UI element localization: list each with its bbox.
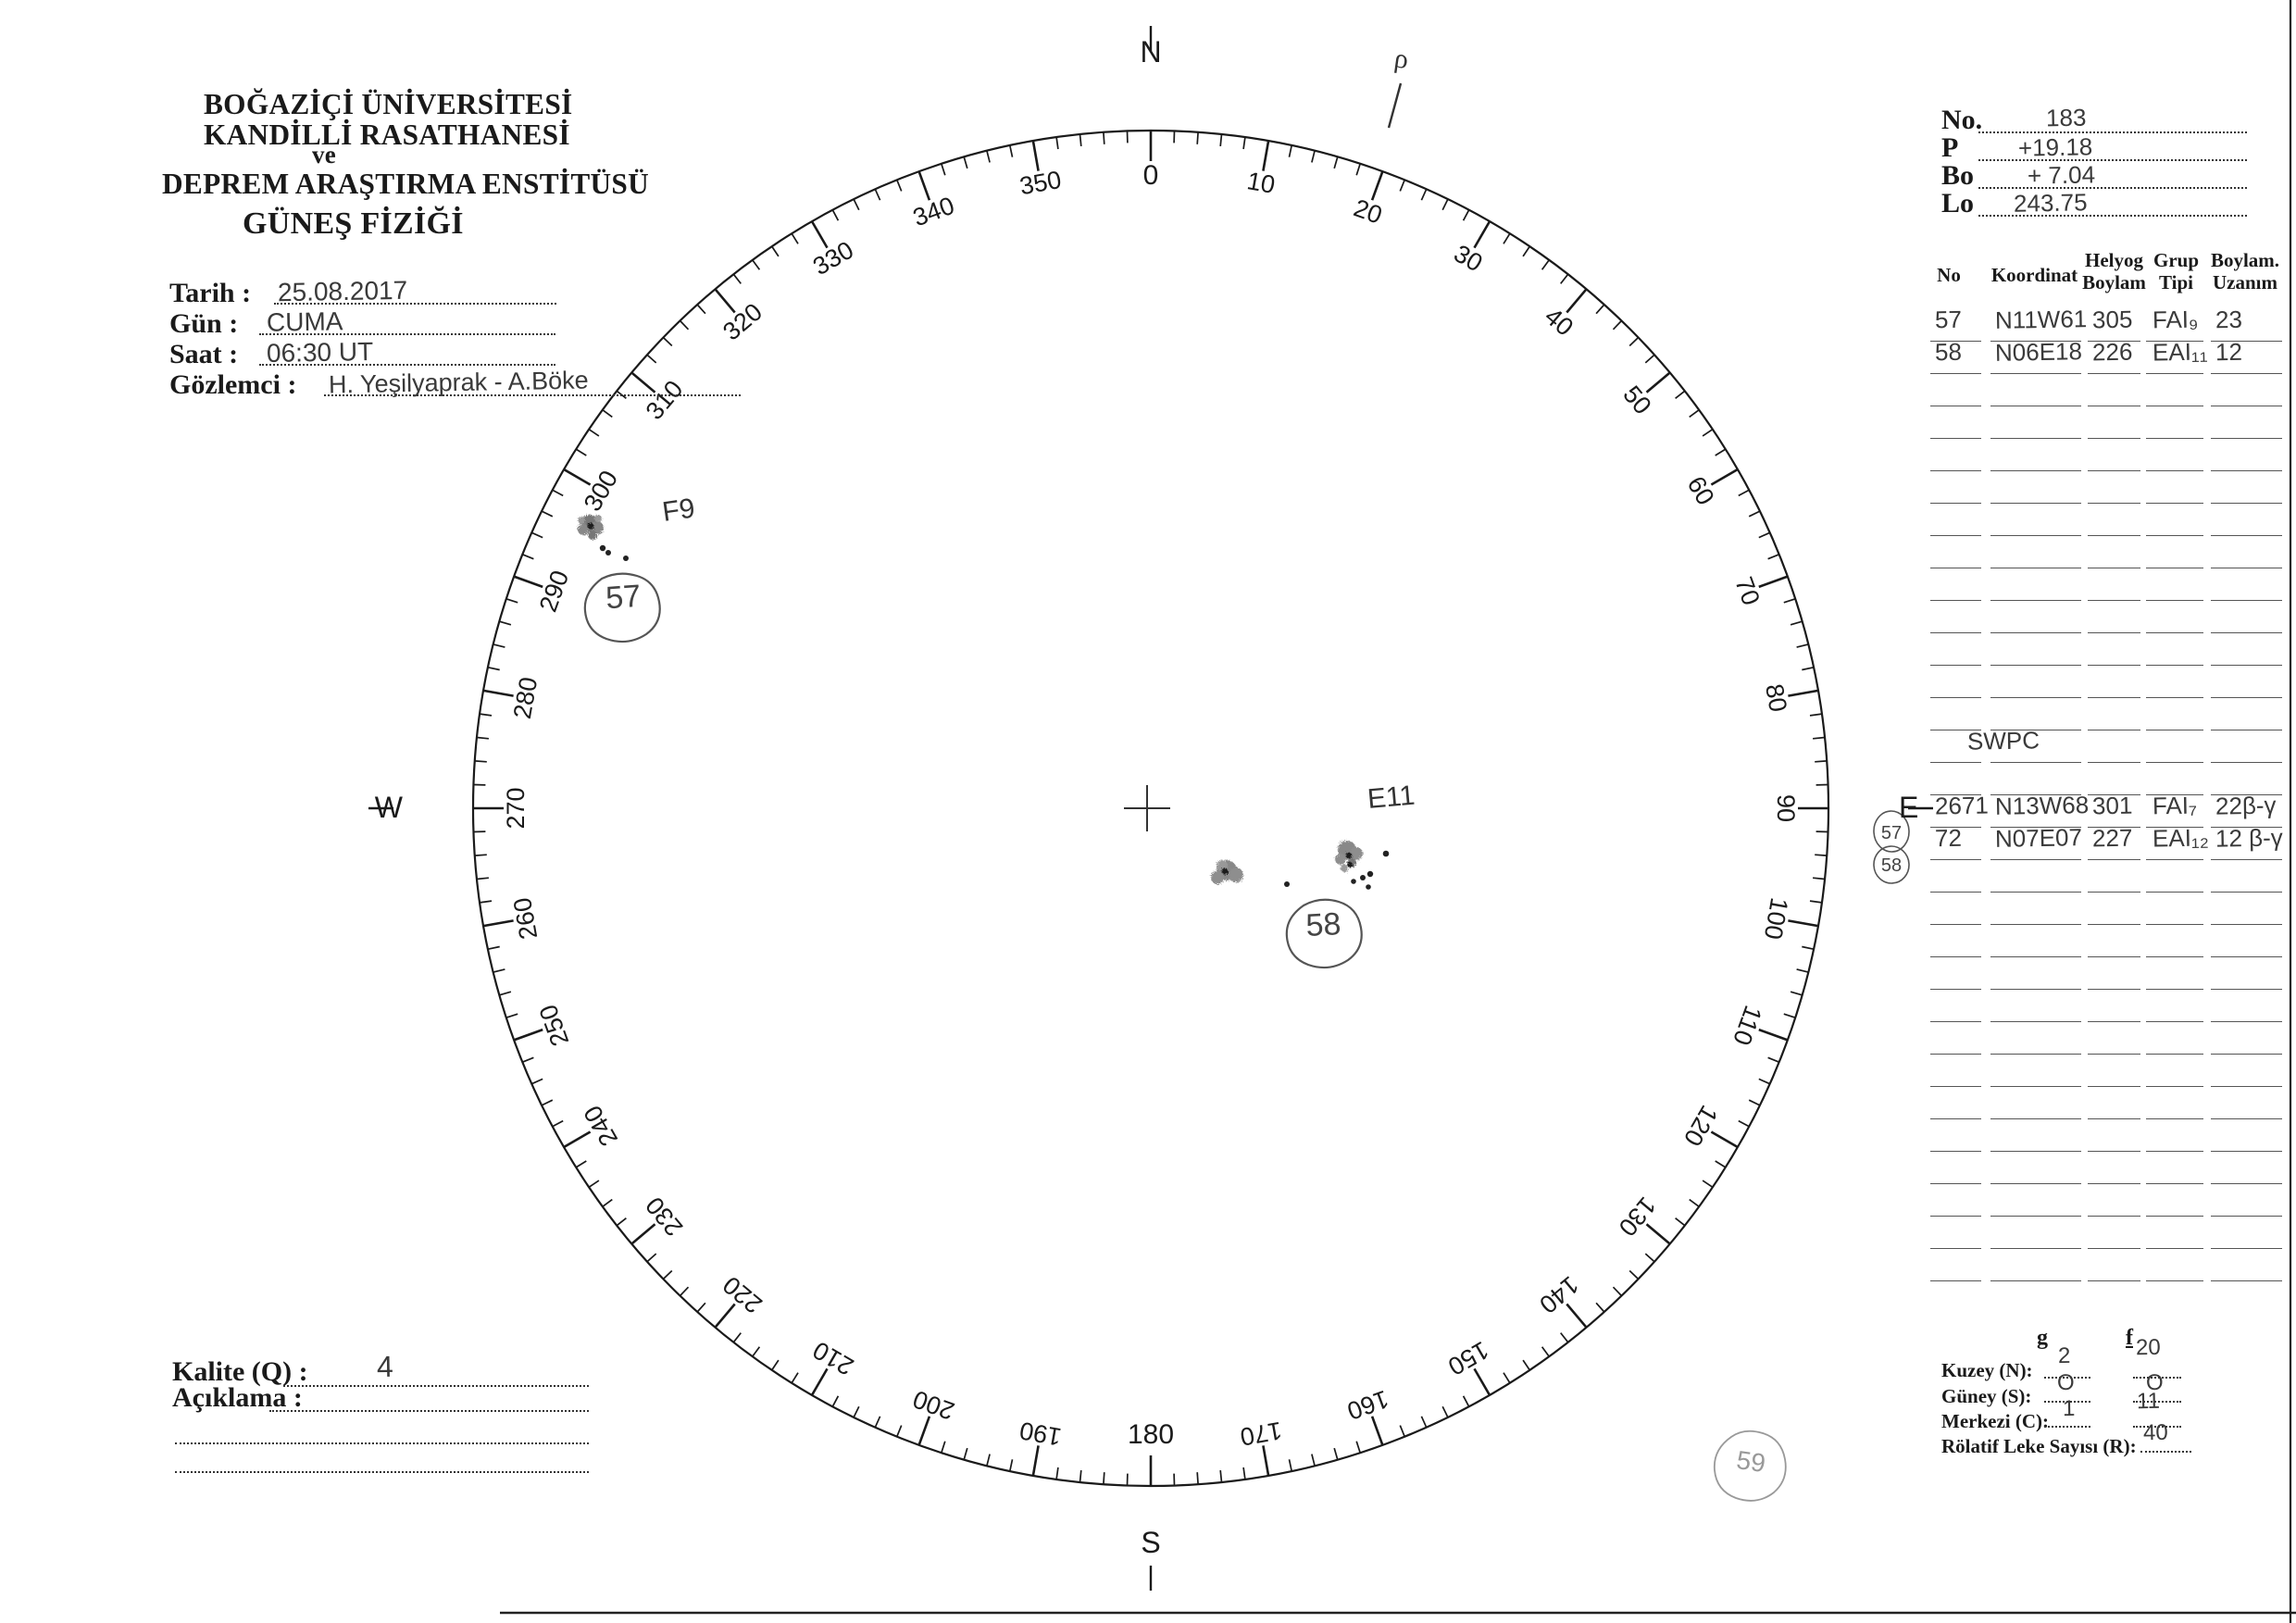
svg-text:210: 210 — [808, 1336, 858, 1381]
svg-text:100: 100 — [1759, 895, 1793, 942]
svg-text:30: 30 — [1449, 239, 1487, 277]
svg-text:130: 130 — [1613, 1192, 1661, 1242]
svg-text:120: 120 — [1678, 1101, 1724, 1151]
svg-text:170: 170 — [1238, 1417, 1284, 1451]
svg-text:58: 58 — [1881, 855, 1902, 876]
svg-text:290: 290 — [534, 567, 575, 616]
svg-text:0: 0 — [1143, 160, 1159, 191]
svg-text:330: 330 — [808, 236, 858, 281]
svg-text:110: 110 — [1728, 1002, 1767, 1049]
svg-text:80: 80 — [1760, 681, 1792, 714]
svg-text:57: 57 — [1881, 823, 1902, 843]
svg-text:E: E — [1899, 791, 1918, 824]
svg-text:160: 160 — [1343, 1385, 1392, 1426]
svg-text:60: 60 — [1682, 472, 1720, 510]
svg-text:300: 300 — [579, 466, 624, 516]
svg-text:10: 10 — [1245, 167, 1278, 199]
svg-text:260: 260 — [508, 895, 543, 942]
svg-text:350: 350 — [1017, 166, 1064, 200]
svg-text:40: 40 — [1540, 302, 1578, 341]
svg-text:58: 58 — [1305, 906, 1342, 943]
svg-text:20: 20 — [1350, 194, 1385, 229]
svg-text:250: 250 — [534, 1001, 575, 1050]
svg-text:270: 270 — [502, 787, 530, 829]
svg-text:57: 57 — [605, 579, 642, 617]
svg-text:310: 310 — [641, 375, 689, 425]
svg-text:240: 240 — [579, 1101, 624, 1151]
svg-text:70: 70 — [1729, 573, 1765, 608]
svg-text:140: 140 — [1534, 1270, 1584, 1318]
svg-text:230: 230 — [641, 1192, 689, 1242]
svg-text:S: S — [1141, 1526, 1160, 1559]
svg-text:220: 220 — [718, 1270, 767, 1318]
svg-text:190: 190 — [1017, 1417, 1064, 1451]
svg-text:340: 340 — [909, 192, 958, 232]
svg-text:280: 280 — [508, 675, 543, 721]
svg-text:F9: F9 — [660, 493, 696, 528]
svg-text:59: 59 — [1735, 1445, 1767, 1478]
svg-text:320: 320 — [718, 298, 767, 346]
svg-text:W: W — [375, 791, 404, 824]
svg-text:N: N — [1140, 35, 1161, 69]
svg-text:180: 180 — [1128, 1419, 1174, 1450]
svg-text:90: 90 — [1772, 794, 1800, 822]
svg-text:E11: E11 — [1366, 780, 1416, 815]
svg-text:50: 50 — [1617, 381, 1656, 419]
svg-text:200: 200 — [909, 1385, 958, 1426]
svg-text:ρ: ρ — [1392, 43, 1410, 75]
svg-text:150: 150 — [1443, 1336, 1493, 1381]
